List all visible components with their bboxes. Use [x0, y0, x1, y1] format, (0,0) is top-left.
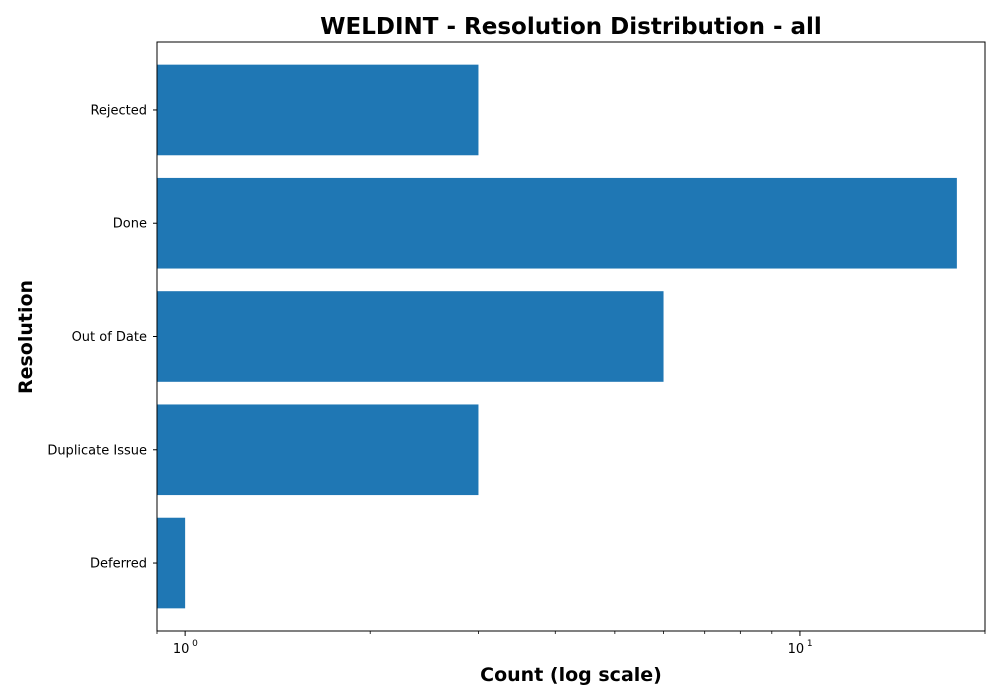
bar-out-of-date [157, 291, 664, 382]
y-tick-label: Deferred [90, 557, 147, 572]
y-axis-ticks: Deferred Duplicate Issue Out of Date Done Re… [47, 103, 157, 572]
x-axis-ticks: 10 0 10 1 [156, 631, 986, 657]
chart-title: WELDINT - Resolution Distribution - all [320, 14, 822, 40]
x-axis-label: Count (log scale) [480, 664, 662, 686]
bar-duplicate-issue [157, 404, 479, 496]
x-tick-label: 10 [173, 642, 190, 657]
y-tick-label: Out of Date [72, 330, 147, 345]
bar-done [157, 177, 957, 269]
plot-frame [156, 41, 986, 632]
y-tick-label: Duplicate Issue [47, 443, 147, 458]
x-tick-exponent: 1 [807, 639, 813, 649]
bar-deferred [157, 517, 186, 609]
y-tick-label: Done [113, 217, 147, 232]
y-tick-label: Rejected [90, 103, 147, 118]
y-axis-label: Resolution [15, 280, 37, 394]
bars-group [157, 64, 957, 609]
x-tick-exponent: 0 [192, 639, 198, 649]
x-tick-label: 10 [788, 642, 805, 657]
bar-rejected [157, 64, 479, 156]
